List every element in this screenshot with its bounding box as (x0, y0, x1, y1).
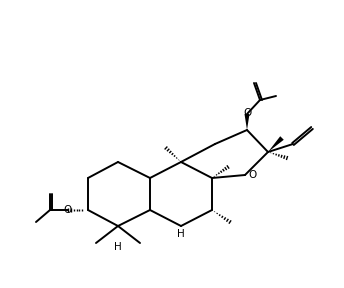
Polygon shape (268, 136, 284, 152)
Text: O: O (64, 205, 72, 215)
Text: H: H (177, 229, 185, 239)
Text: O: O (248, 170, 256, 180)
Text: O: O (243, 108, 251, 118)
Text: H: H (114, 242, 122, 252)
Polygon shape (245, 114, 249, 130)
